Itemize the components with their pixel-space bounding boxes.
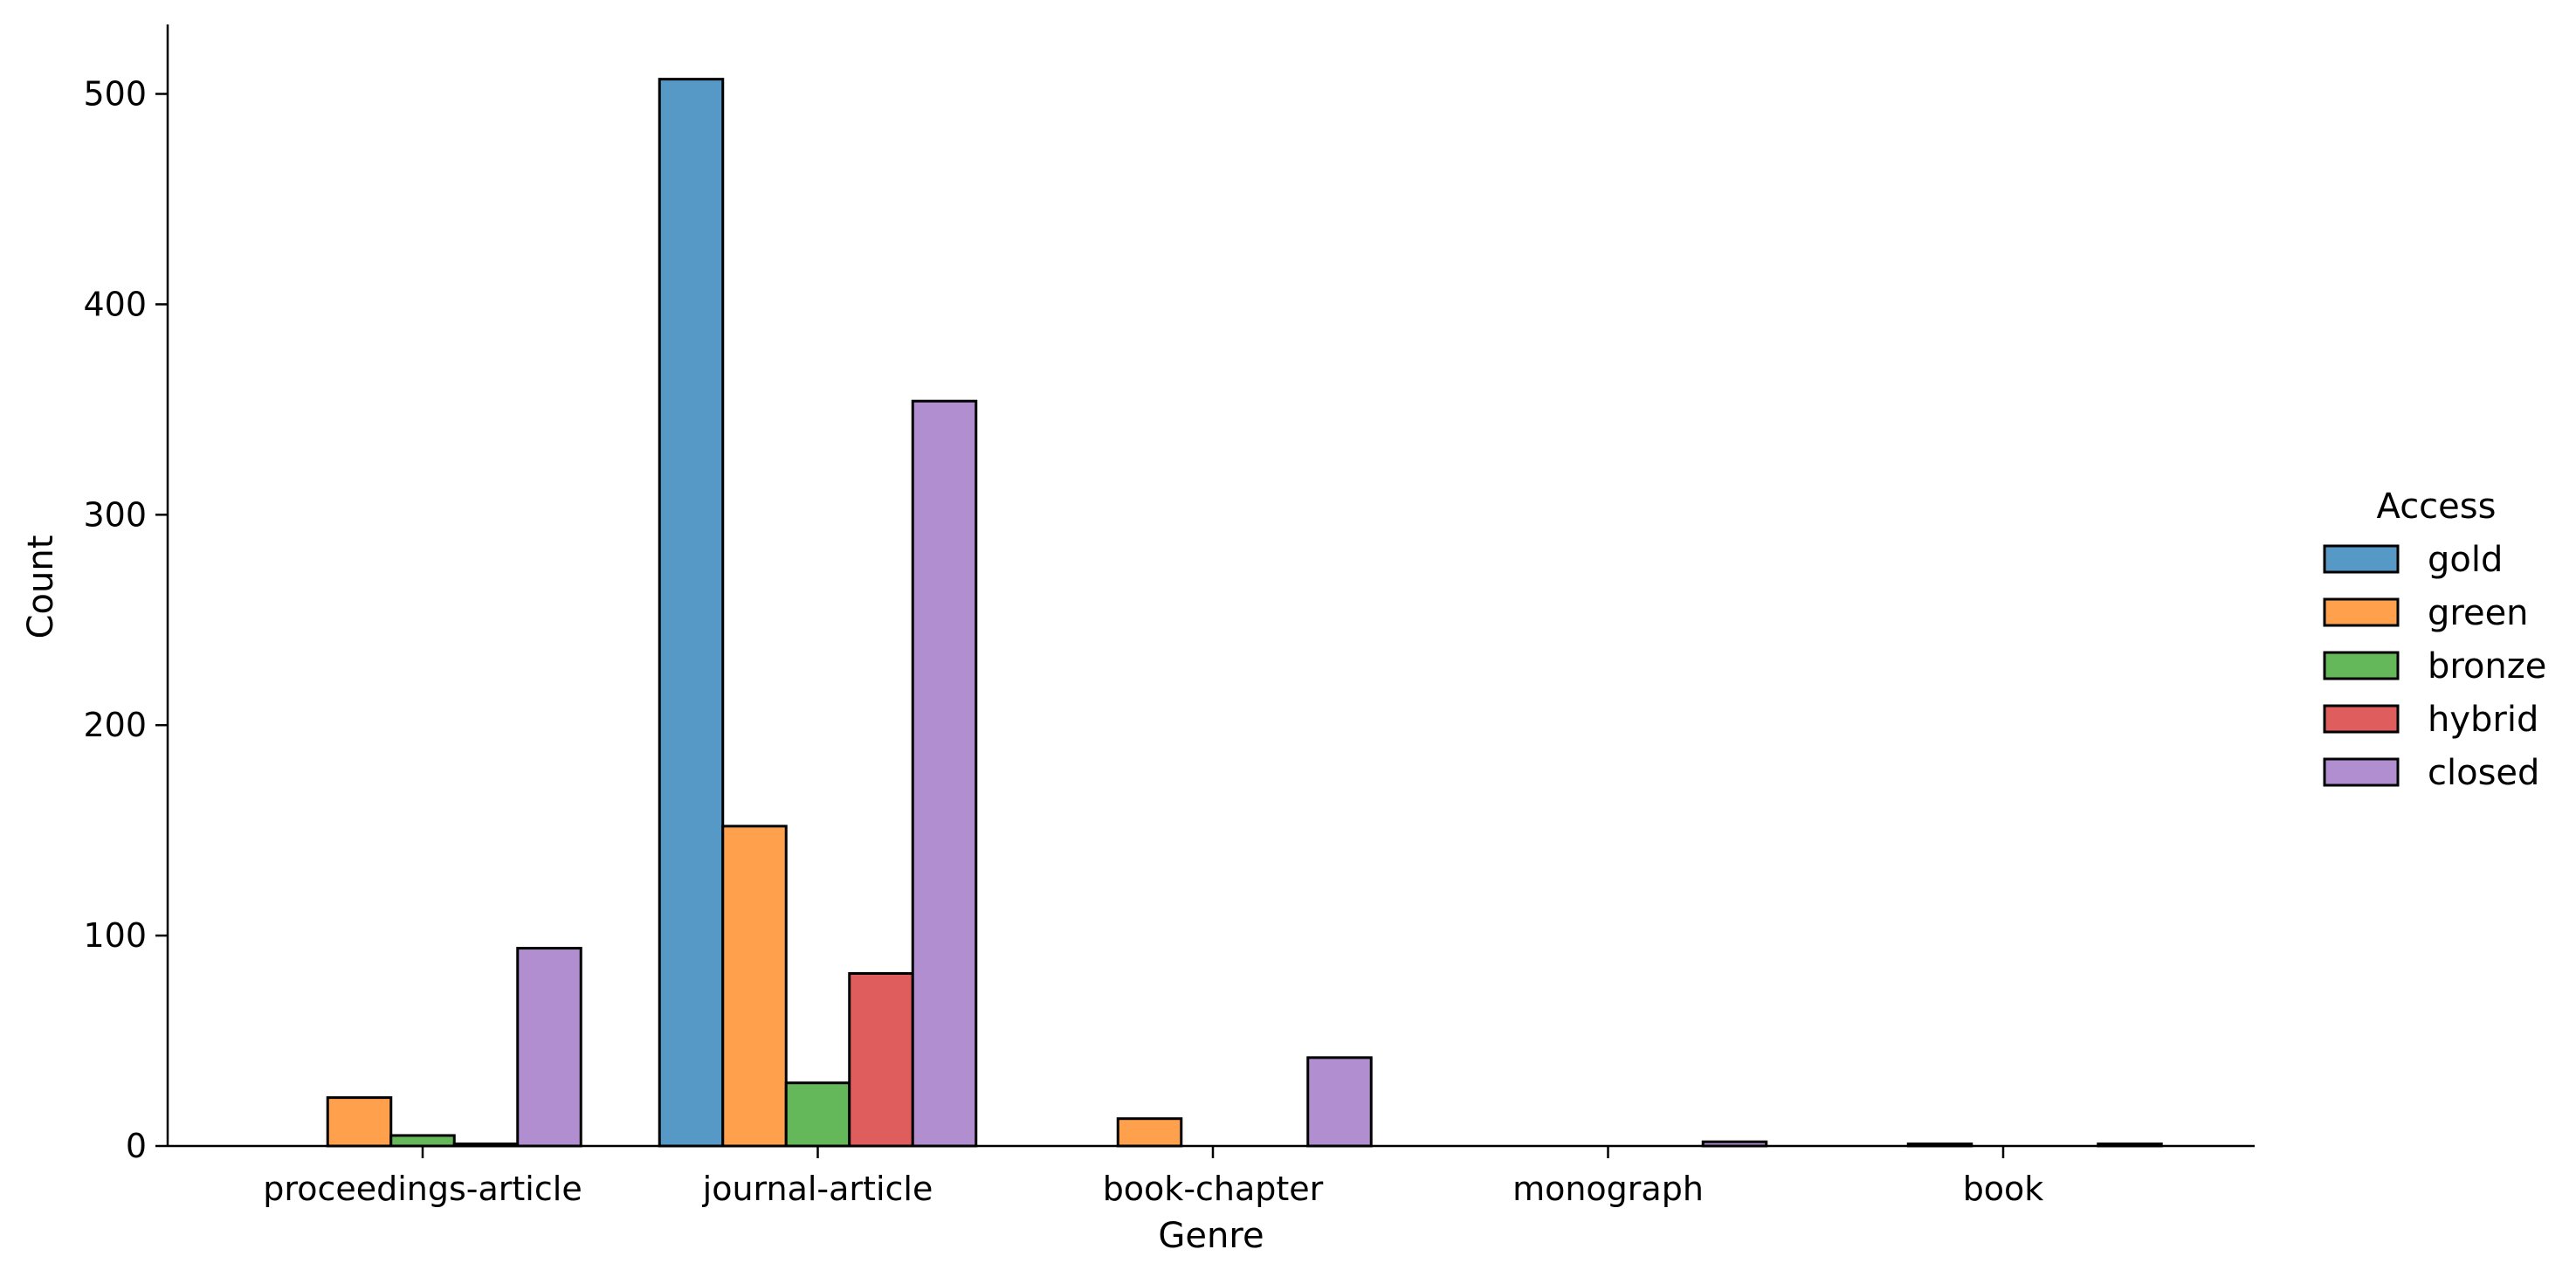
bar-green-proceedings-article	[326, 1096, 393, 1148]
bar-closed-proceedings-article	[516, 947, 582, 1148]
bar-bronze-proceedings-article	[389, 1134, 456, 1148]
bars-layer	[326, 78, 2163, 1148]
y-ticks: 0 100 200 300 400 500	[83, 74, 168, 1165]
x-axis-title: Genre	[1158, 1216, 1264, 1256]
legend-swatch-bronze	[2323, 651, 2400, 680]
bar-hybrid-journal-article	[848, 971, 914, 1148]
legend-label-gold: gold	[2428, 540, 2503, 580]
bar-gold-journal-article	[658, 78, 725, 1148]
x-tick-label: monograph	[1512, 1170, 1704, 1208]
legend-swatch-gold	[2323, 544, 2400, 574]
bar-closed-book-chapter	[1306, 1056, 1373, 1148]
legend-title: Access	[2377, 487, 2497, 527]
legend-items: gold green bronze hybrid closed	[2323, 540, 2546, 793]
legend-label-green: green	[2428, 593, 2529, 633]
legend-label-bronze: bronze	[2428, 646, 2546, 687]
legend: Access gold green bronze hybrid closed	[2323, 487, 2546, 793]
x-tick-label: journal-article	[702, 1170, 933, 1208]
x-ticks: proceedings-article journal-article book-c…	[263, 1146, 2043, 1208]
y-tick-label: 300	[83, 495, 147, 534]
legend-label-hybrid: hybrid	[2428, 700, 2538, 740]
y-tick-label: 100	[83, 916, 147, 955]
x-tick-label: book	[1963, 1170, 2044, 1208]
y-tick-label: 0	[126, 1127, 147, 1165]
y-axis-title: Count	[21, 535, 61, 639]
legend-swatch-hybrid	[2323, 704, 2400, 734]
legend-swatch-closed	[2323, 757, 2400, 787]
axes-layer	[166, 24, 2255, 1148]
y-tick-label: 400	[83, 285, 147, 323]
legend-swatch-green	[2323, 597, 2400, 627]
legend-label-closed: closed	[2428, 753, 2539, 793]
y-tick-label: 200	[83, 706, 147, 744]
bar-bronze-journal-article	[784, 1081, 851, 1148]
bar-green-journal-article	[721, 825, 788, 1148]
x-tick-label: proceedings-article	[263, 1170, 582, 1208]
y-tick-label: 500	[83, 74, 147, 113]
x-tick-label: book-chapter	[1103, 1170, 1324, 1208]
bar-green-book-chapter	[1116, 1117, 1183, 1148]
bar-closed-journal-article	[911, 399, 978, 1148]
